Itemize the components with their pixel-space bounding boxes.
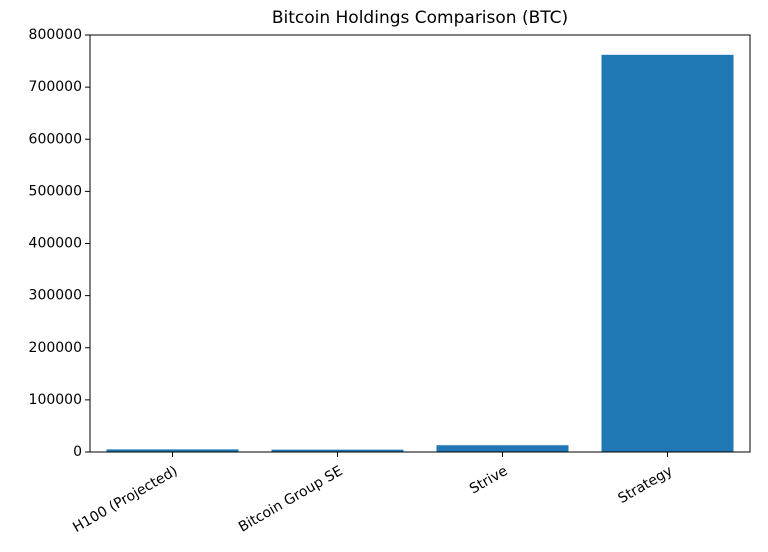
y-tick-label: 500000 [29,183,82,199]
chart-title: Bitcoin Holdings Comparison (BTC) [272,8,568,28]
bar [106,449,239,452]
y-tick-label: 200000 [29,340,82,356]
y-tick-label: 700000 [29,79,82,95]
x-tick-label: Strategy [616,463,676,507]
bar [601,54,734,453]
y-tick-label: 800000 [29,27,82,43]
bar [436,445,569,452]
y-tick-label: 400000 [29,236,82,252]
y-tick-label: 0 [73,444,82,460]
plot-frame [89,34,751,453]
x-tick-label: H100 (Projected) [70,463,180,536]
bar [271,449,404,452]
x-tick-label: Bitcoin Group SE [236,463,346,535]
y-tick-label: 300000 [29,288,82,304]
x-tick-label: Strive [467,463,510,497]
y-tick-label: 600000 [29,131,82,147]
y-tick-label: 100000 [29,392,82,408]
